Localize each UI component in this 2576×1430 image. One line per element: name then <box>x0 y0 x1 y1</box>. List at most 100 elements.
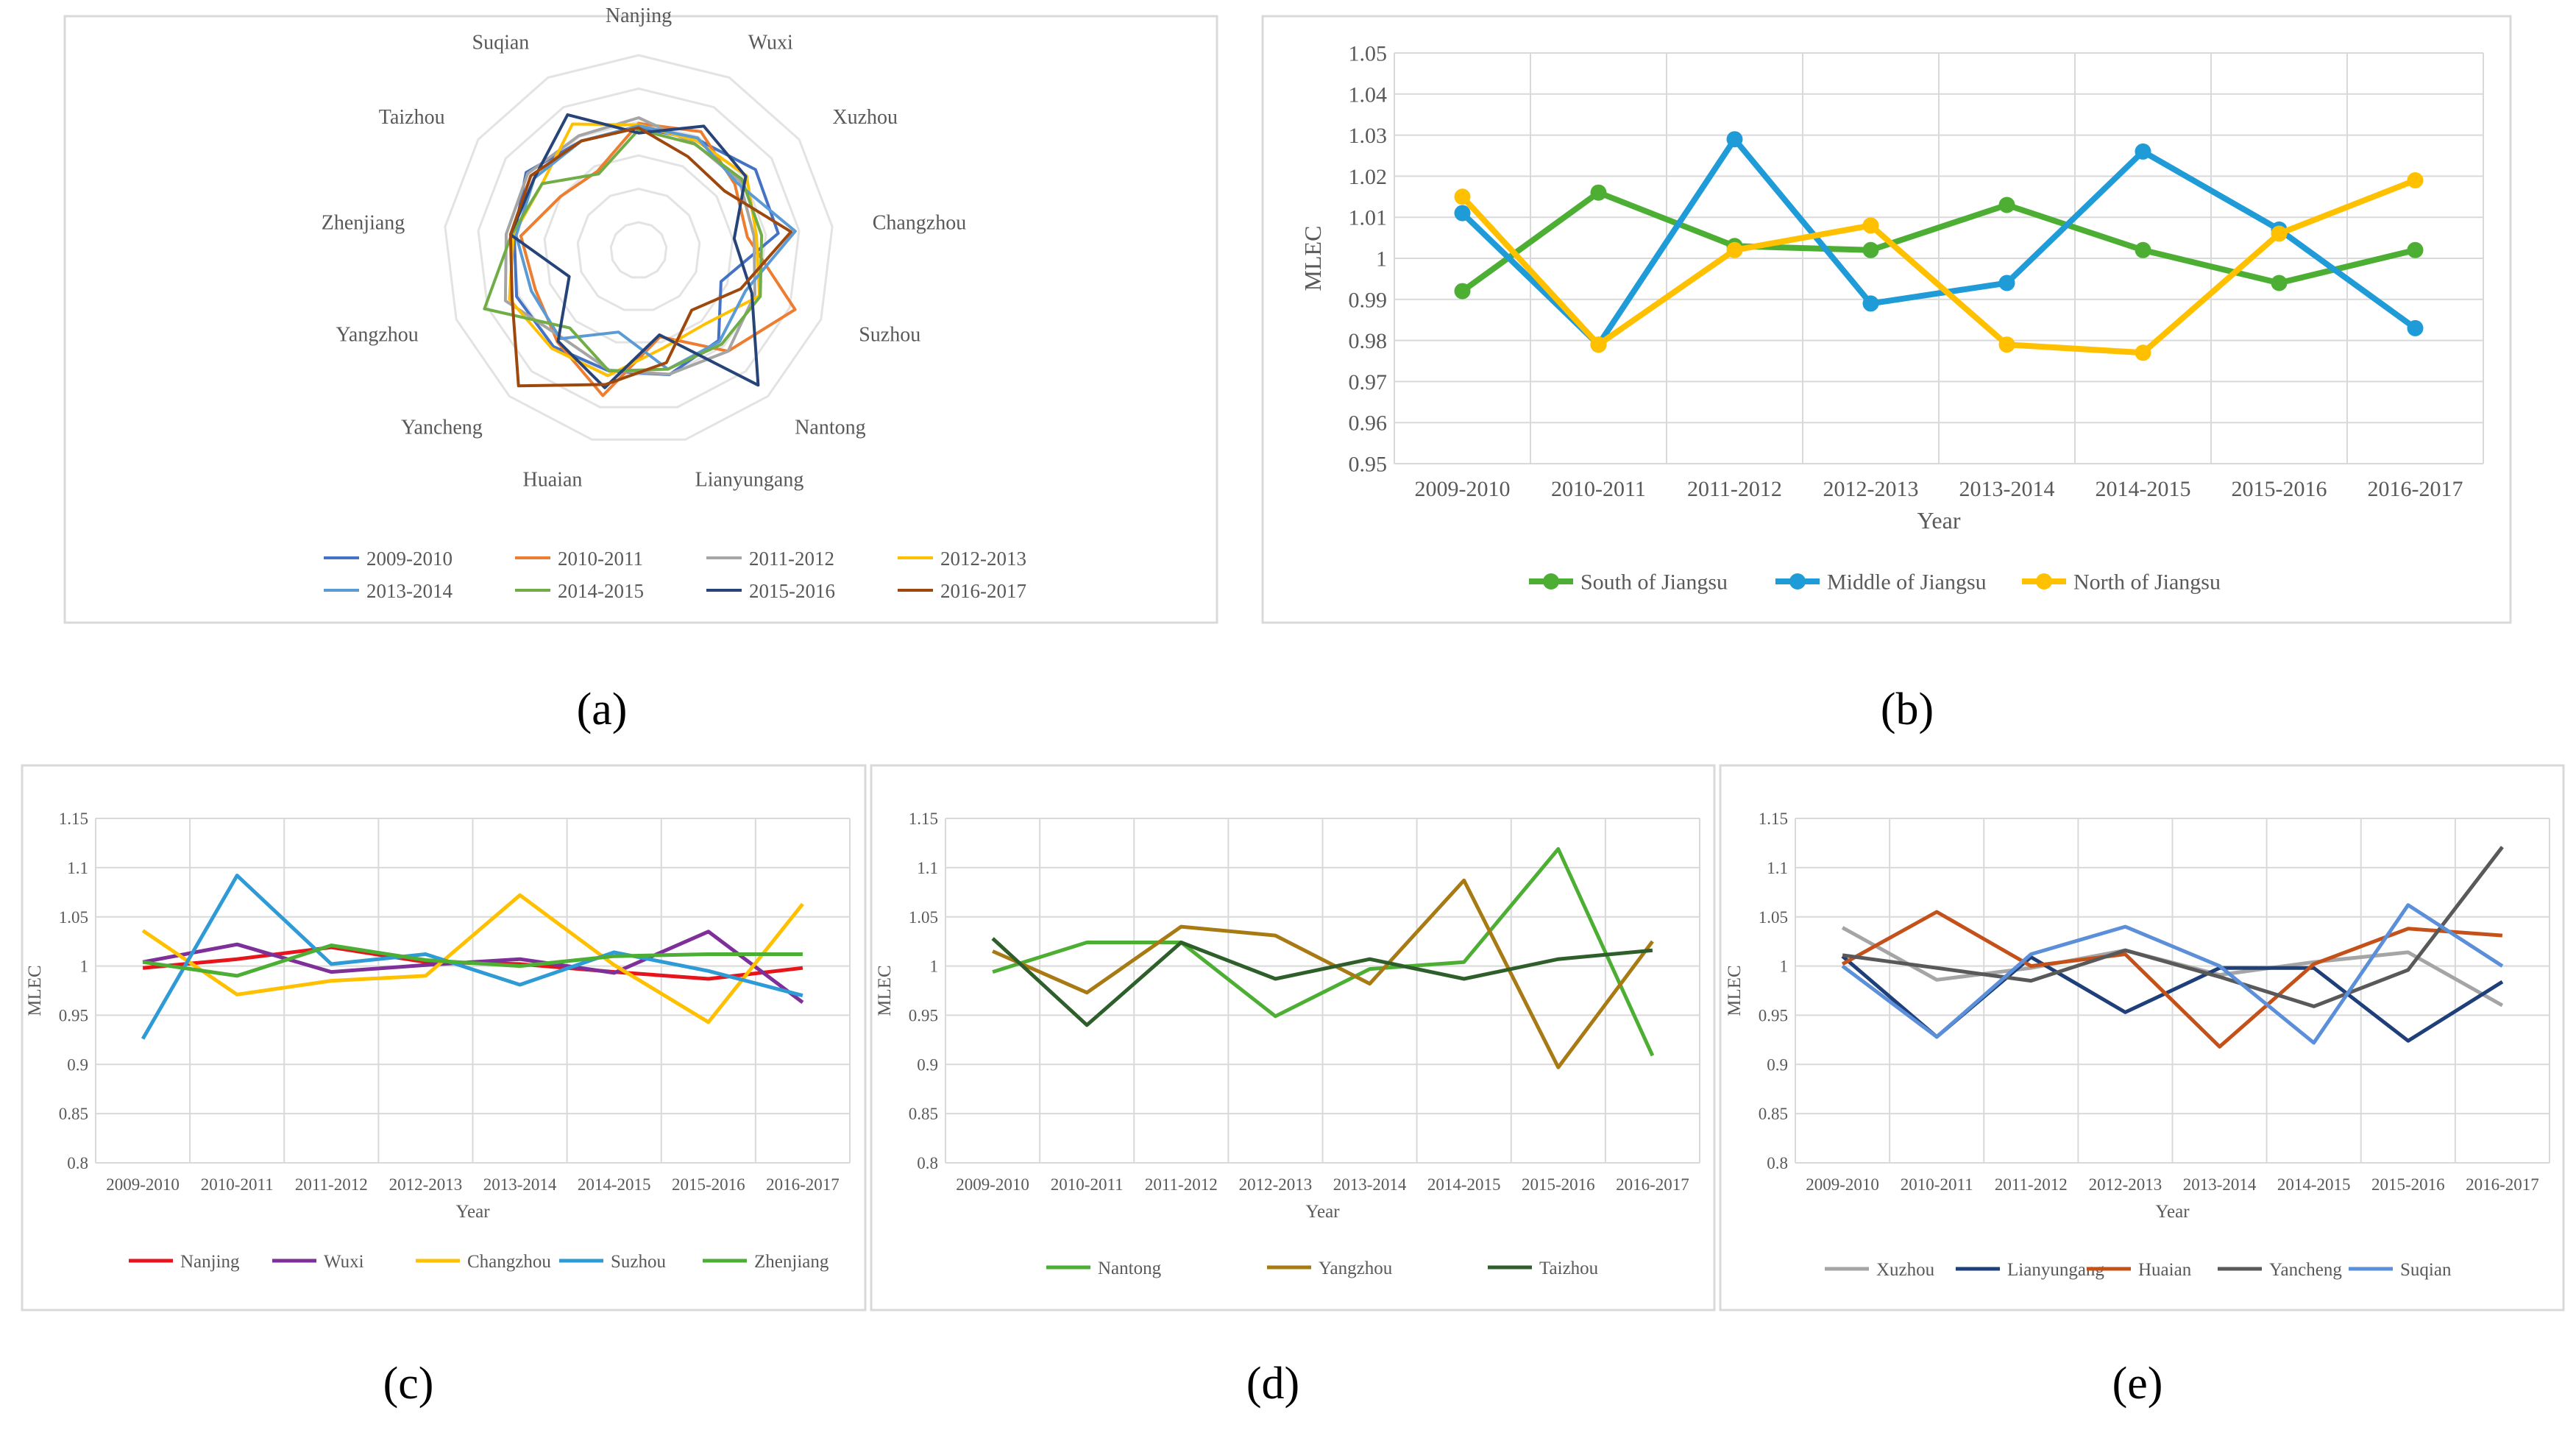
y-tick-label: 0.9 <box>1767 1055 1788 1074</box>
panel-e-frame <box>1719 764 2565 1312</box>
y-tick-label: 0.95 <box>1759 1006 1788 1024</box>
data-point-north-of-jiangsu <box>2135 344 2151 361</box>
panel-c-frame <box>21 764 867 1312</box>
legend-label-wuxi: Wuxi <box>324 1252 364 1272</box>
panel-d-frame <box>870 764 1716 1312</box>
series-line-changzhou <box>141 893 804 1024</box>
data-point-south-of-jiangsu <box>1998 197 2015 213</box>
series-line-huaian <box>1841 910 2503 1049</box>
radar-series-2016-2017 <box>508 126 793 388</box>
y-tick-label: 1.05 <box>59 908 88 927</box>
y-tick-label: 1.03 <box>1349 124 1388 148</box>
data-point-middle-of-jiangsu <box>1862 295 1879 312</box>
y-axis-title: MLEC <box>875 965 895 1016</box>
legend-label-zhenjiang: Zhenjiang <box>754 1252 829 1272</box>
legend-label-2009-2010: 2009-2010 <box>366 548 453 570</box>
radar-series-2014-2015 <box>483 128 764 373</box>
line-chart-c: 0.8 0.85 0.9 0.95 1 1.05 1.1 1.15 2009-2010 2010-… <box>25 810 851 1272</box>
y-tick-label: 1.15 <box>59 810 88 828</box>
x-tick-label: 2015-2016 <box>672 1175 745 1194</box>
x-tick-label: 2015-2016 <box>1522 1175 1595 1194</box>
radar-axis-label-taizhou: Taizhou <box>379 106 445 129</box>
data-point-middle-of-jiangsu <box>1454 205 1471 222</box>
x-tick-label: 2009-2010 <box>106 1175 180 1194</box>
legend-marker-north-of-jiangsu <box>2036 573 2052 590</box>
legend-label-2014-2015: 2014-2015 <box>558 580 644 602</box>
legend-marker-south-of-jiangsu <box>1543 573 1559 590</box>
x-tick-label: 2011-2012 <box>1995 1175 2068 1194</box>
x-tick-label: 2014-2015 <box>578 1175 651 1194</box>
y-tick-label: 1.15 <box>1759 810 1788 828</box>
data-point-north-of-jiangsu <box>1998 336 2015 353</box>
y-tick-label: 1.05 <box>1759 908 1788 927</box>
data-point-north-of-jiangsu <box>2271 225 2288 242</box>
x-tick-label: 2012-2013 <box>1239 1175 1313 1194</box>
x-tick-label: 2013-2014 <box>2183 1175 2257 1194</box>
radar-grid-ring <box>576 188 701 311</box>
radar-axis-label-nantong: Nantong <box>795 417 865 439</box>
x-tick-label: 2016-2017 <box>2466 1175 2539 1194</box>
panel-a-frame <box>63 15 1218 624</box>
x-tick-label: 2016-2017 <box>1616 1175 1689 1194</box>
x-tick-label: 2010-2011 <box>201 1175 274 1194</box>
legend-label-taizhou: Taizhou <box>1539 1259 1599 1278</box>
x-tick-label: 2010-2011 <box>1901 1175 1973 1194</box>
series-line-south-of-jiangsu <box>1461 189 2416 294</box>
x-tick-label: 2012-2013 <box>389 1175 463 1194</box>
y-tick-label: 0.85 <box>909 1105 938 1123</box>
radar-axis-label-lianyungang: Lianyungang <box>695 469 804 492</box>
x-tick-label: 2013-2014 <box>1333 1175 1407 1194</box>
y-tick-label: 1.01 <box>1349 206 1388 230</box>
series-line-nantong <box>992 847 1655 1057</box>
radar-grid-ring <box>444 54 834 441</box>
x-tick-label: 2014-2015 <box>2096 477 2191 501</box>
y-tick-label: 1.04 <box>1349 82 1388 107</box>
y-tick-label: 1.15 <box>909 810 938 828</box>
series-line-yangzhou <box>992 878 1654 1069</box>
x-tick-label: 2010-2011 <box>1551 477 1646 501</box>
series-line-yancheng <box>1842 846 2504 1008</box>
y-tick-label: 0.8 <box>1767 1154 1788 1172</box>
x-tick-label: 2012-2013 <box>2089 1175 2162 1194</box>
y-axis-title: MLEC <box>25 965 45 1016</box>
y-tick-label: 0.95 <box>909 1006 938 1024</box>
data-point-south-of-jiangsu <box>2271 275 2288 291</box>
x-tick-label: 2014-2015 <box>1427 1175 1501 1194</box>
data-point-middle-of-jiangsu <box>1726 131 1743 148</box>
y-axis-title: MLEC <box>1299 226 1326 291</box>
y-tick-label: 0.97 <box>1349 370 1388 394</box>
legend-label-middle-of-jiangsu: Middle of Jiangsu <box>1827 570 1987 595</box>
y-tick-label: 0.98 <box>1349 329 1388 353</box>
series-line-suqian <box>1841 903 2504 1045</box>
line-chart-b: 0.95 0.96 0.97 0.98 0.99 1 1.01 1.02 1.03 1.04 1.0… <box>1299 42 2484 595</box>
y-tick-label: 1.1 <box>67 859 88 877</box>
x-tick-label: 2012-2013 <box>1823 477 1919 501</box>
legend-label-xuzhou: Xuzhou <box>1876 1260 1935 1280</box>
series-line-suzhou <box>141 874 803 1040</box>
y-tick-label: 1 <box>1780 958 1789 976</box>
radar-axis-label-yangzhou: Yangzhou <box>336 324 419 347</box>
legend-label-nantong: Nantong <box>1098 1259 1162 1278</box>
y-tick-label: 1 <box>80 958 89 976</box>
y-tick-label: 1 <box>1376 247 1387 272</box>
x-tick-label: 2010-2011 <box>1051 1175 1124 1194</box>
data-point-middle-of-jiangsu <box>2407 319 2424 336</box>
y-tick-label: 0.8 <box>917 1154 938 1172</box>
series-line-zhenjiang <box>142 944 803 978</box>
series-line-north-of-jiangsu <box>1460 177 2416 356</box>
x-tick-label: 2011-2012 <box>295 1175 368 1194</box>
x-tick-label: 2016-2017 <box>2368 477 2463 501</box>
panel-label-a: (a) <box>577 684 628 735</box>
y-tick-label: 1.1 <box>1767 859 1788 877</box>
data-point-north-of-jiangsu <box>1726 241 1743 258</box>
y-tick-label: 1 <box>930 958 939 976</box>
legend-label-suzhou: Suzhou <box>611 1252 667 1272</box>
data-point-north-of-jiangsu <box>1862 217 1879 234</box>
data-point-north-of-jiangsu <box>1590 336 1607 353</box>
radar-axis-label-suzhou: Suzhou <box>859 324 920 347</box>
radar-series-2015-2016 <box>508 113 760 389</box>
data-point-south-of-jiangsu <box>2407 241 2424 258</box>
legend-label-north-of-jiangsu: North of Jiangsu <box>2073 570 2221 595</box>
legend-label-huaian: Huaian <box>2138 1260 2192 1280</box>
